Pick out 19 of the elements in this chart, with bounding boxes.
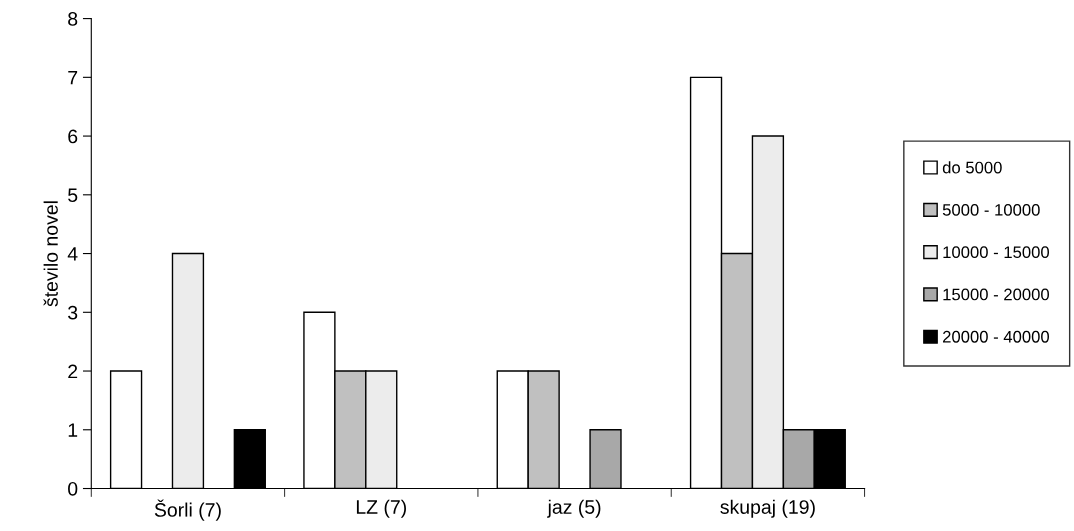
legend-label: 20000 - 40000 (943, 330, 1050, 343)
x-tick-label: LZ (7) (356, 499, 406, 518)
x-tick-label: jaz (5) (547, 499, 601, 518)
y-tick-label: 3 (68, 305, 78, 320)
y-tick-label: 5 (68, 188, 78, 203)
legend-label: 5000 - 10000 (942, 203, 1040, 216)
y-tick-label: 0 (68, 481, 78, 496)
y-tick-label: 1 (68, 423, 78, 437)
y-tick-label: 6 (68, 129, 78, 144)
y-tick-label: 4 (67, 247, 78, 261)
y-tick-label: 8 (68, 12, 78, 26)
y-tick-label: 2 (68, 364, 78, 379)
legend-label: 15000 - 20000 (943, 288, 1050, 301)
y-tick-label: 7 (68, 71, 78, 85)
legend-label: do 5000 (942, 161, 1002, 174)
x-tick-label: skupaj (19) (720, 499, 815, 518)
x-tick-label: Šorli (7) (154, 499, 221, 521)
y-axis-title: število novel (43, 201, 58, 307)
legend-label: 10000 - 15000 (943, 246, 1050, 259)
